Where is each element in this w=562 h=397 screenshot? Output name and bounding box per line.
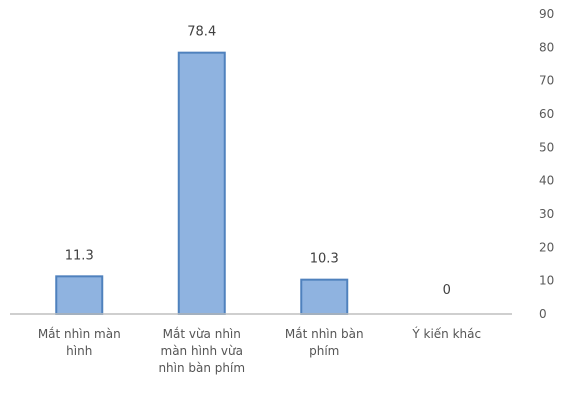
y-tick-label: 80 xyxy=(539,40,554,54)
bars xyxy=(55,51,349,316)
x-tick-label: Ý kiến khác xyxy=(412,327,482,341)
value-labels: 11.3 78.4 10.3 0 xyxy=(65,25,451,298)
y-axis-ticks: 0 10 20 30 40 50 60 70 80 90 xyxy=(539,7,554,321)
y-tick-label: 40 xyxy=(539,174,554,188)
data-label: 11.3 xyxy=(65,248,94,263)
y-tick-label: 70 xyxy=(539,74,554,88)
bar xyxy=(55,275,104,316)
bar xyxy=(177,51,226,316)
y-tick-label: 50 xyxy=(539,140,554,154)
y-tick-label: 10 xyxy=(539,274,554,288)
y-tick-label: 20 xyxy=(539,240,554,254)
data-label: 78.4 xyxy=(187,25,216,40)
x-tick-label: Mắt vừa nhìn màn hình vừa nhìn bàn phím xyxy=(158,327,246,375)
y-tick-label: 90 xyxy=(539,7,554,21)
y-tick-label: 30 xyxy=(539,207,554,221)
bar xyxy=(300,278,349,315)
x-tick-label: Mắt nhìn màn hình xyxy=(37,327,121,358)
data-label: 10.3 xyxy=(310,252,339,267)
y-tick-label: 0 xyxy=(539,307,547,321)
data-label: 0 xyxy=(443,283,451,298)
y-tick-label: 60 xyxy=(539,107,554,121)
x-tick-label: Mắt nhìn bàn phím xyxy=(284,327,364,358)
